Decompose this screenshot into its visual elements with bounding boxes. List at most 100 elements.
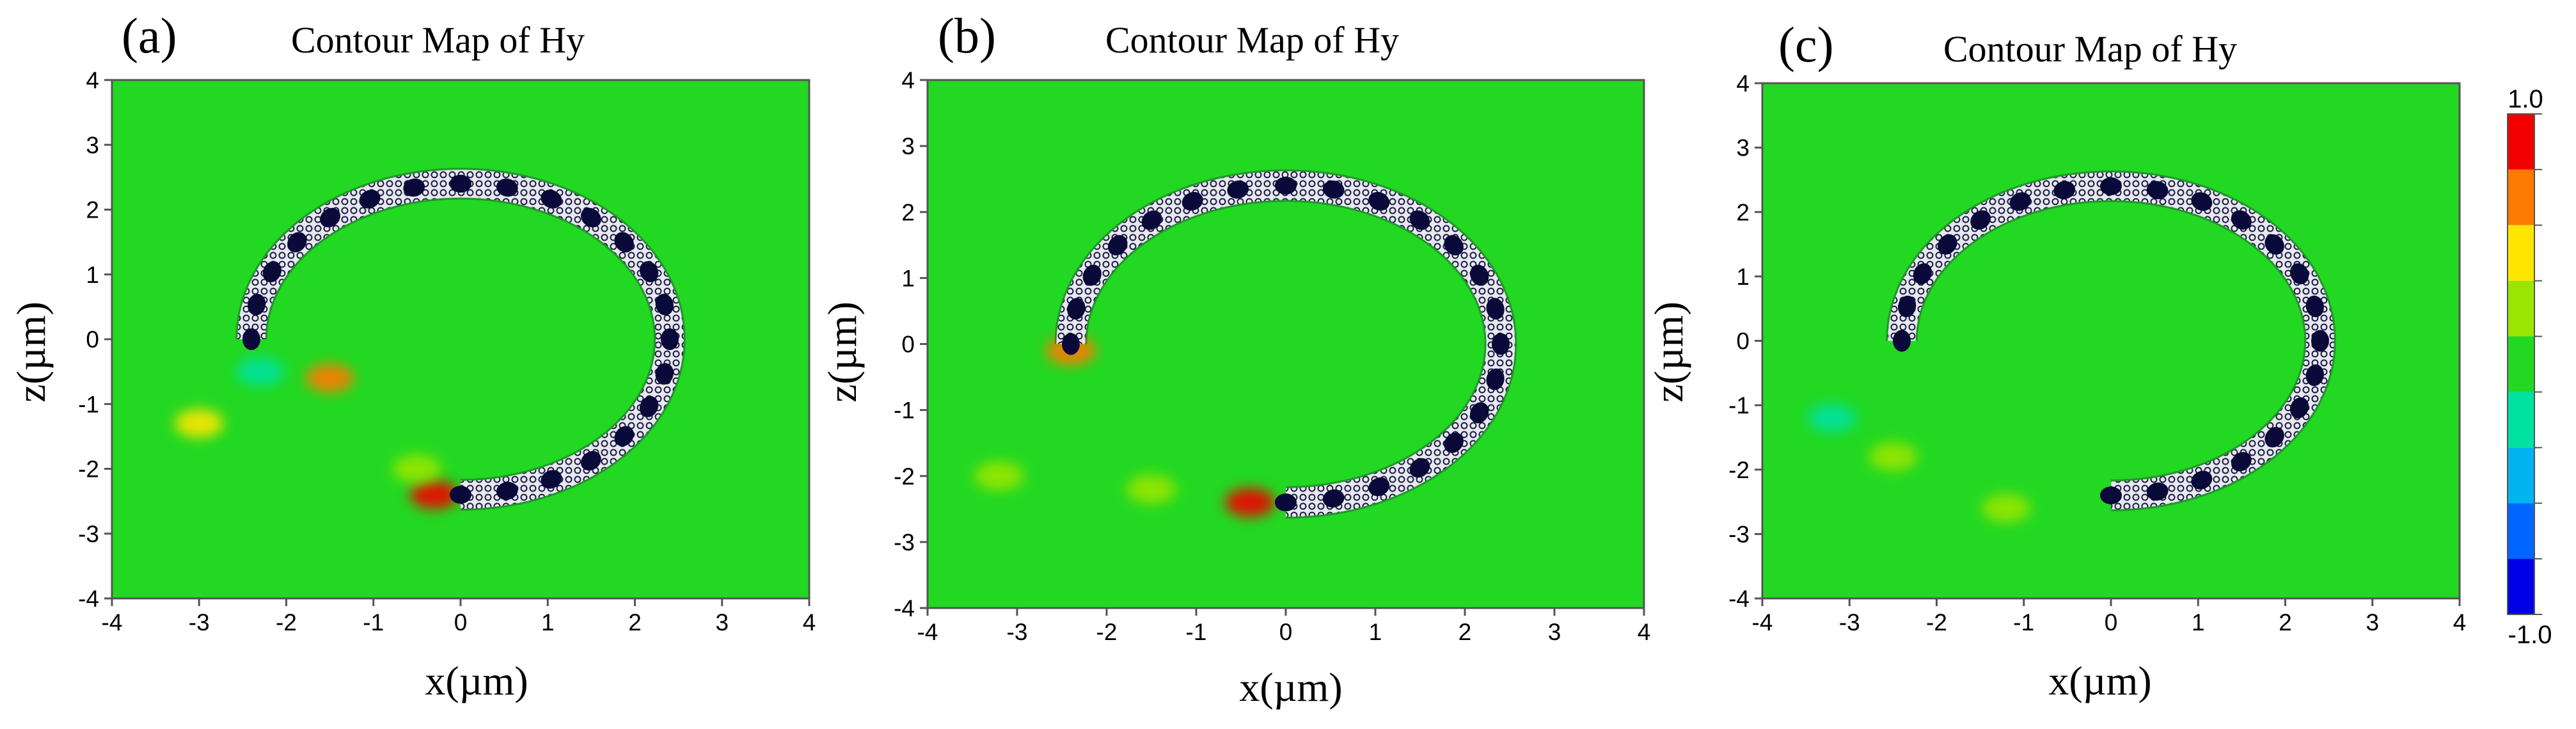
y-tick-label: 2: [1736, 199, 1750, 225]
field-hot-spot: [392, 454, 442, 483]
ring-node: [320, 207, 341, 228]
colorbar-swatch: [2508, 114, 2534, 170]
x-tick-label: -2: [276, 609, 297, 636]
plot-area: -4 -3 -2 -1 0 1 2 3 4 -4 -3 -2 -1 0 1 2 3 4: [78, 67, 816, 636]
y-tick-label: -4: [1728, 586, 1750, 612]
y-tick-label: 3: [86, 132, 99, 158]
ring-node: [1141, 210, 1162, 230]
x-tick-label: 3: [2366, 609, 2379, 636]
field-hot-spot: [1869, 442, 1918, 471]
x-tick-label: 3: [1548, 619, 1561, 645]
panel-label: (b): [938, 8, 996, 63]
ring-node: [248, 294, 266, 316]
x-tick-label: -3: [189, 609, 210, 636]
ring-node: [1898, 295, 1916, 317]
y-tick-label: -3: [78, 521, 99, 547]
ring-node: [1444, 235, 1464, 256]
x-tick-label: 1: [541, 609, 555, 636]
ring-node: [1181, 191, 1203, 211]
x-axis-label: x(µm): [1239, 664, 1342, 710]
field-hot-spot: [974, 461, 1025, 491]
y-tick-label: 0: [901, 332, 915, 358]
y-tick-label: -1: [894, 397, 915, 424]
ring-node: [242, 328, 260, 350]
x-tick-label: 3: [715, 609, 729, 636]
field-hot-spot: [1982, 493, 2031, 523]
ring-node: [2305, 364, 2324, 387]
ring-node: [359, 189, 381, 209]
y-tick-label: -2: [78, 456, 99, 483]
colorbar-swatch: [2508, 280, 2534, 337]
ring-node: [1470, 264, 1489, 286]
ring-node: [287, 232, 307, 253]
ring-node: [2231, 452, 2252, 472]
ring-node: [541, 189, 562, 209]
ring-node: [1444, 432, 1464, 453]
panel-title: Contour Map of Hy: [1943, 28, 2237, 70]
ring-node: [1492, 333, 1510, 355]
panel-title: Contour Map of Hy: [291, 19, 585, 61]
y-tick-label: 1: [1736, 264, 1750, 290]
y-tick-label: -4: [78, 586, 99, 612]
y-tick-label: 2: [901, 199, 915, 225]
colorbar-swatch: [2508, 447, 2534, 504]
y-axis-label: z(µm): [1646, 301, 1691, 403]
x-tick-label: -2: [1926, 609, 1947, 636]
ring-node: [450, 486, 471, 504]
colorbar-min-label: -1.0: [2508, 621, 2552, 649]
ring-node: [2264, 234, 2284, 255]
field-background: [1762, 83, 2460, 598]
colorbar-swatch: [2508, 392, 2534, 448]
ring-node: [2009, 192, 2031, 211]
ring-node: [1082, 264, 1102, 286]
x-tick-label: 2: [628, 609, 642, 636]
panel-b: (b) Contour Map of Hy x(µm) z(µm) -4 -3 -2…: [819, 8, 1650, 710]
ring-node: [580, 451, 601, 471]
ring-node: [2191, 192, 2213, 211]
x-tick-label: -4: [102, 609, 123, 636]
ring-node: [2290, 397, 2309, 419]
y-tick-label: 4: [901, 67, 915, 93]
ring-node: [1409, 458, 1430, 478]
x-tick-label: -1: [363, 609, 384, 636]
ring-node: [1067, 298, 1086, 320]
y-axis-label: z(µm): [819, 301, 865, 403]
y-tick-label: 1: [901, 265, 915, 291]
ring-node: [580, 207, 601, 228]
ring-node: [2053, 180, 2076, 200]
field-background: [928, 80, 1644, 608]
field-hot-spot: [305, 364, 354, 393]
field-hot-spot: [409, 480, 459, 509]
ring-node: [1275, 177, 1297, 195]
y-tick-label: 3: [1736, 135, 1750, 161]
ring-node: [1470, 402, 1489, 424]
ring-node: [655, 363, 674, 385]
y-tick-label: 3: [901, 133, 915, 159]
x-tick-label: 0: [2105, 609, 2118, 636]
ring-waveguide: [1056, 171, 1515, 517]
ring-node: [2290, 263, 2309, 285]
ring-node: [614, 426, 634, 447]
ring-node: [1938, 234, 1957, 255]
ring-node: [1913, 263, 1932, 285]
y-tick-label: 0: [1736, 328, 1750, 355]
panel-label: (a): [122, 8, 177, 63]
ring-node: [496, 178, 518, 197]
ring-node: [2100, 486, 2122, 504]
x-tick-label: 2: [2279, 609, 2292, 636]
ring-node: [403, 178, 425, 197]
y-tick-label: 2: [86, 197, 99, 223]
x-tick-label: 4: [1638, 619, 1651, 645]
field-background: [112, 80, 809, 598]
x-tick-label: 1: [1369, 619, 1382, 645]
field-hot-spot: [175, 409, 224, 438]
x-axis-label: x(µm): [425, 658, 528, 703]
ring-node: [1227, 180, 1249, 199]
colorbar-frame: [2507, 113, 2535, 615]
x-tick-label: 2: [1458, 619, 1472, 645]
panel-c: (c) Contour Map of Hy x(µm) z(µm) -4 -3 -2…: [1646, 17, 2466, 703]
ring-node: [1893, 330, 1911, 352]
y-tick-label: -3: [894, 529, 915, 556]
x-tick-label: 0: [454, 609, 468, 636]
y-tick-label: -1: [78, 391, 99, 417]
